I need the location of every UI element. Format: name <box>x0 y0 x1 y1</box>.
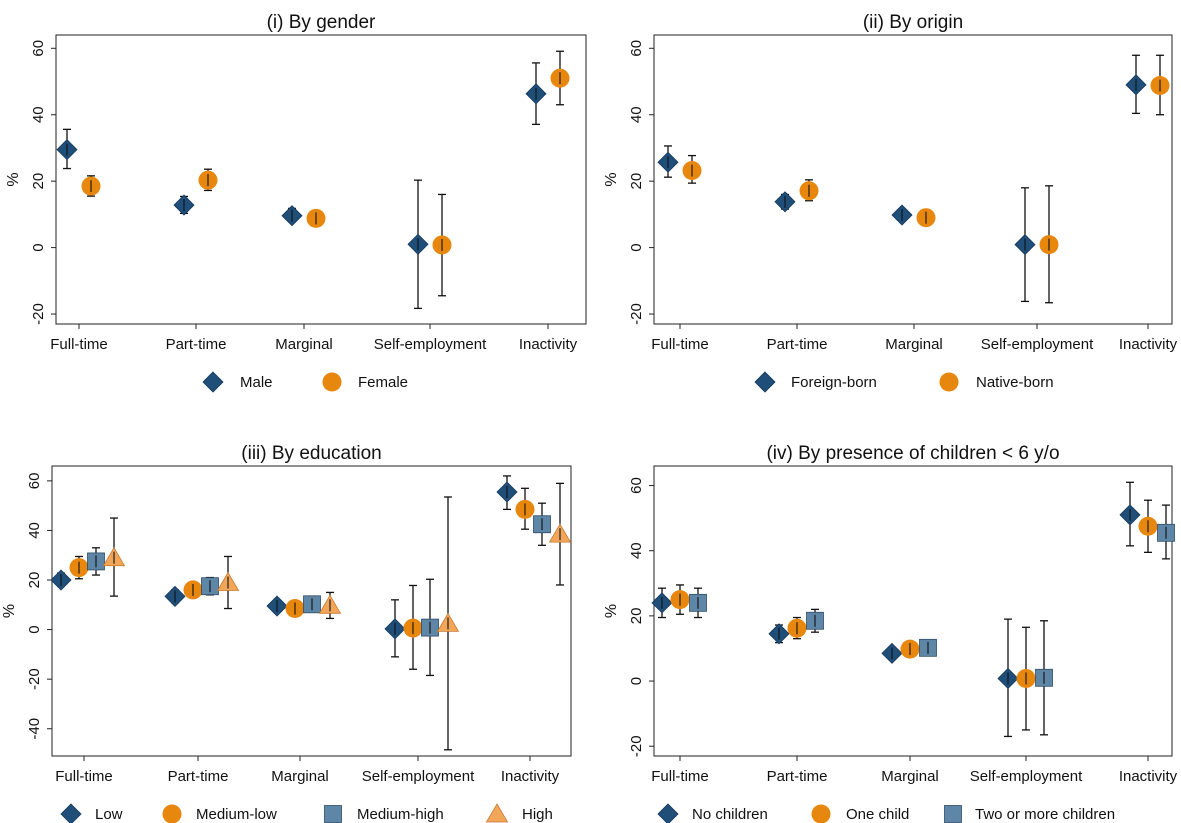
series-high <box>102 482 572 751</box>
series-one-child <box>670 499 1158 731</box>
x-tick-label: Full-time <box>651 336 709 353</box>
y-tick-label: 40 <box>30 106 47 123</box>
x-tick-label: Part-time <box>166 336 227 353</box>
y-tick-label: 0 <box>628 243 645 251</box>
legend-label: Male <box>240 374 273 391</box>
legend: Foreign-born Native-born <box>754 371 1054 393</box>
series-two-or-more-children <box>689 504 1175 736</box>
x-tick-label: Marginal <box>885 336 943 353</box>
legend: Male Female <box>202 371 408 393</box>
legend-marker <box>60 803 82 823</box>
y-axis-label: % <box>1 604 18 618</box>
chart-title: (iv) By presence of children < 6 y/o <box>766 443 1059 464</box>
legend-marker <box>944 805 962 823</box>
legend: No children One child Two or more children <box>657 803 1115 823</box>
series-no-children <box>651 481 1141 738</box>
y-axis-label: % <box>603 604 620 618</box>
x-tick-label: Inactivity <box>1119 336 1178 353</box>
x-tick-label: Part-time <box>767 336 828 353</box>
x-tick-label: Inactivity <box>501 768 560 785</box>
chart-title: (ii) By origin <box>863 12 963 33</box>
plot-frame <box>653 34 1173 325</box>
series-foreign-born <box>657 54 1147 303</box>
y-tick-label: 60 <box>26 473 43 490</box>
y-tick-label: 40 <box>628 542 645 559</box>
y-axis-label: % <box>603 172 620 186</box>
chart-panel-1: (i) By gender -20 0 20 40 60% Full-time Part-ti… <box>5 12 587 393</box>
legend-label: Native-born <box>976 374 1054 391</box>
y-tick-label: -20 <box>628 303 645 325</box>
legend-label: High <box>522 806 553 823</box>
chart-title: (iii) By education <box>241 443 381 464</box>
chart-panel-2: (ii) By origin -20 0 20 40 60% Full-time Part-t… <box>603 12 1178 393</box>
legend-label: Female <box>358 374 408 391</box>
legend-label: Foreign-born <box>791 374 877 391</box>
x-tick-label: Self-employment <box>981 336 1094 353</box>
plot-frame <box>55 34 587 325</box>
x-tick-label: Marginal <box>275 336 333 353</box>
legend-marker <box>657 803 679 823</box>
y-tick-label: -40 <box>26 718 43 740</box>
x-tick-label: Full-time <box>55 768 113 785</box>
legend-label: Low <box>95 806 123 823</box>
y-tick-label: 60 <box>30 40 47 57</box>
x-tick-label: Marginal <box>881 768 939 785</box>
series-native-born <box>682 54 1170 304</box>
legend-marker <box>202 371 224 393</box>
legend-marker <box>322 372 342 392</box>
y-tick-label: -20 <box>30 303 47 325</box>
plot-frame <box>653 465 1173 757</box>
legend-label: Two or more children <box>975 806 1115 823</box>
y-tick-label: 60 <box>628 477 645 494</box>
x-tick-label: Full-time <box>651 768 709 785</box>
series-medium-low <box>69 487 535 670</box>
y-tick-label: 0 <box>628 677 645 685</box>
chart-panel-3: (iii) By education -40 -20 0 20 40 60% Full-tim… <box>1 443 572 823</box>
x-tick-label: Part-time <box>168 768 229 785</box>
y-tick-label: 0 <box>26 625 43 633</box>
y-tick-label: 20 <box>628 173 645 190</box>
x-tick-label: Self-employment <box>374 336 487 353</box>
y-tick-label: 20 <box>26 572 43 589</box>
legend: Low Medium-low Medium-high High <box>60 803 553 823</box>
x-tick-label: Inactivity <box>1119 768 1178 785</box>
y-tick-label: 40 <box>26 522 43 539</box>
series-low <box>50 475 518 658</box>
legend-marker <box>485 803 509 823</box>
x-tick-label: Inactivity <box>519 336 578 353</box>
x-tick-label: Self-employment <box>970 768 1083 785</box>
series-male <box>56 62 547 310</box>
chart-title: (i) By gender <box>267 12 376 33</box>
legend-label: No children <box>692 806 768 823</box>
legend-marker <box>162 804 182 823</box>
x-tick-label: Part-time <box>767 768 828 785</box>
y-tick-label: -20 <box>628 735 645 757</box>
chart-panel-4: (iv) By presence of children < 6 y/o -20 0… <box>603 443 1178 823</box>
x-tick-label: Marginal <box>271 768 329 785</box>
x-tick-label: Full-time <box>50 336 108 353</box>
y-tick-label: 40 <box>628 106 645 123</box>
legend-marker <box>939 372 959 392</box>
y-tick-label: 20 <box>30 173 47 190</box>
y-tick-label: 60 <box>628 40 645 57</box>
y-tick-label: -20 <box>26 668 43 690</box>
legend-marker <box>754 371 776 393</box>
x-tick-label: Self-employment <box>362 768 475 785</box>
series-female <box>81 50 570 297</box>
legend-marker <box>324 805 342 823</box>
series-medium-high <box>87 502 551 677</box>
y-axis-label: % <box>5 172 22 186</box>
legend-label: Medium-low <box>196 806 277 823</box>
y-tick-label: 0 <box>30 243 47 251</box>
y-tick-label: 20 <box>628 608 645 625</box>
plot-frame <box>51 465 572 757</box>
legend-label: One child <box>846 806 909 823</box>
legend-marker <box>811 804 831 823</box>
legend-label: Medium-high <box>357 806 444 823</box>
